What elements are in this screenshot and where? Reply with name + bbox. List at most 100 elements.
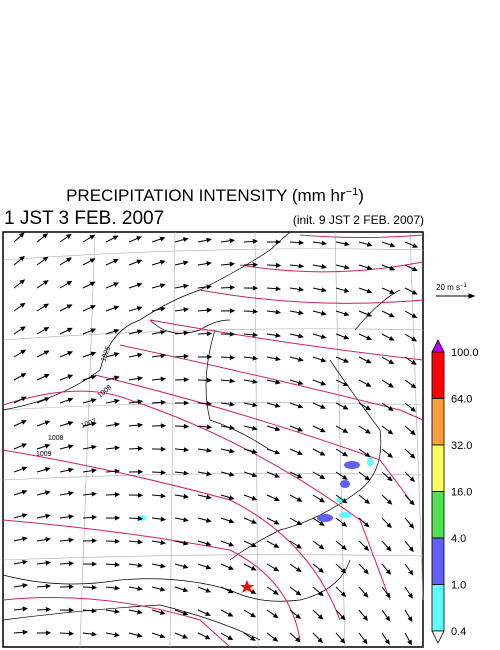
colorbar-bottom-triangle xyxy=(431,630,445,644)
wind-arrow-head xyxy=(90,305,96,310)
wind-arrow-head xyxy=(114,585,121,591)
wind-arrow-head xyxy=(68,467,74,473)
wind-arrow-head xyxy=(389,242,396,248)
wind-arrow-head xyxy=(183,377,190,383)
wind-arrow-head xyxy=(206,307,213,313)
wind-arrow-head xyxy=(43,373,50,379)
wind-arrow-head xyxy=(388,312,395,318)
wind-arrow-head xyxy=(136,236,143,241)
wind-arrow-head xyxy=(183,447,190,453)
wind-arrow-head xyxy=(387,429,394,435)
wind-arrow-head xyxy=(114,375,120,381)
wind-arrow-head xyxy=(295,567,302,573)
wind-arrow-head xyxy=(388,335,395,341)
wind-arrow-head xyxy=(411,289,418,295)
wind-arrow-head xyxy=(159,633,166,639)
wind-arrow-head xyxy=(275,332,282,338)
wind-arrow-head xyxy=(227,588,234,594)
wind-arrow-head xyxy=(206,377,213,383)
wind-arrow-head xyxy=(67,421,74,426)
wind-arrow-head xyxy=(20,373,27,378)
wind-arrow-head xyxy=(137,422,144,428)
precip-cell xyxy=(317,514,333,522)
wind-arrow-head xyxy=(252,378,258,384)
wind-arrow-head xyxy=(229,308,236,314)
wind-arrow-head xyxy=(410,383,417,389)
wind-arrow-head xyxy=(408,523,415,529)
wind-arrow-head xyxy=(20,396,27,402)
wind-arrow-head xyxy=(410,406,417,412)
wind-arrow-head xyxy=(18,232,25,238)
wind-arrow-head xyxy=(45,607,52,613)
wind-arrow-head xyxy=(43,327,50,332)
wind-arrow-head xyxy=(229,355,236,361)
wind-arrow-head xyxy=(68,514,75,520)
wind-arrow-head xyxy=(342,451,349,457)
wind-arrow-head xyxy=(160,423,167,429)
wind-arrow-head xyxy=(20,326,26,332)
isobars xyxy=(2,234,424,648)
colorbar-top-triangle xyxy=(431,339,445,353)
wind-arrow-head xyxy=(274,449,281,455)
wind-arrow-head xyxy=(365,405,372,411)
precip-cell xyxy=(339,512,351,518)
wind-arrow-head xyxy=(275,356,281,362)
wind-arrow-head xyxy=(407,592,413,599)
wind-arrow-head xyxy=(160,563,166,569)
precip-cell xyxy=(340,480,350,488)
wind-arrow-head xyxy=(386,499,393,505)
wind-arrow-head xyxy=(160,516,167,522)
wind-arrow-head xyxy=(343,358,350,363)
wind-arrow-head xyxy=(252,308,259,314)
wind-arrow-head xyxy=(182,563,189,569)
wind-arrow-head xyxy=(160,446,167,452)
wind-arrow-head xyxy=(227,635,234,641)
wind-arrow-head xyxy=(296,473,303,479)
wind-arrow-head xyxy=(252,332,259,338)
wind-arrow-head xyxy=(320,357,327,363)
wind-arrow-head xyxy=(21,466,28,472)
wind-arrow-head xyxy=(42,280,49,286)
wind-arrow-head xyxy=(205,564,212,570)
wind-arrow-head xyxy=(365,428,371,434)
colorbar-label: 100.0 xyxy=(451,347,479,359)
wind-arrow-head xyxy=(341,498,348,504)
wind-arrow-head xyxy=(183,260,189,266)
wind-arrow-head xyxy=(318,520,325,526)
wind-arrow-head xyxy=(45,490,51,496)
wind-arrow-head xyxy=(112,235,119,241)
wind-arrow-head xyxy=(206,284,213,290)
wind-arrow-head xyxy=(387,475,393,482)
wind-arrow-head xyxy=(114,632,120,638)
wind-arrow-head xyxy=(22,606,29,612)
wind-arrow-head xyxy=(229,448,235,454)
wind-arrow-head xyxy=(274,496,280,501)
wind-arrow-head xyxy=(409,499,415,506)
wind-arrow-head xyxy=(364,475,371,481)
wind-arrow-head xyxy=(385,592,391,599)
wind-arrow-head xyxy=(296,520,303,526)
wind-arrow-head xyxy=(45,560,52,566)
wind-arrow-head xyxy=(229,284,236,290)
wind-arrow-head xyxy=(342,428,349,433)
wind-arrow-head xyxy=(68,560,75,566)
wind-arrow-head xyxy=(113,328,120,334)
wind-arrow-head xyxy=(91,631,98,637)
wind-arrow-head xyxy=(364,452,371,458)
wind-arrow-head xyxy=(411,266,418,272)
colorbar-label: 4.0 xyxy=(451,533,466,545)
wind-arrow-head xyxy=(113,305,120,311)
wind-arrow-head xyxy=(273,589,279,595)
isobar-label: 1007 xyxy=(80,418,97,430)
isobar-label: 1008 xyxy=(48,435,64,442)
wind-arrow-head xyxy=(91,491,98,497)
wind-arrow-head xyxy=(340,614,346,621)
wind-arrow-head xyxy=(89,234,96,240)
wind-arrow-head xyxy=(339,638,346,644)
wind-arrow-head xyxy=(320,404,327,409)
wind-arrow-head xyxy=(228,518,235,524)
wind-arrow-head xyxy=(45,630,52,636)
wind-arrow-head xyxy=(252,355,259,361)
wind-arrow-head xyxy=(275,379,281,385)
wind-arrow-head xyxy=(136,282,143,288)
